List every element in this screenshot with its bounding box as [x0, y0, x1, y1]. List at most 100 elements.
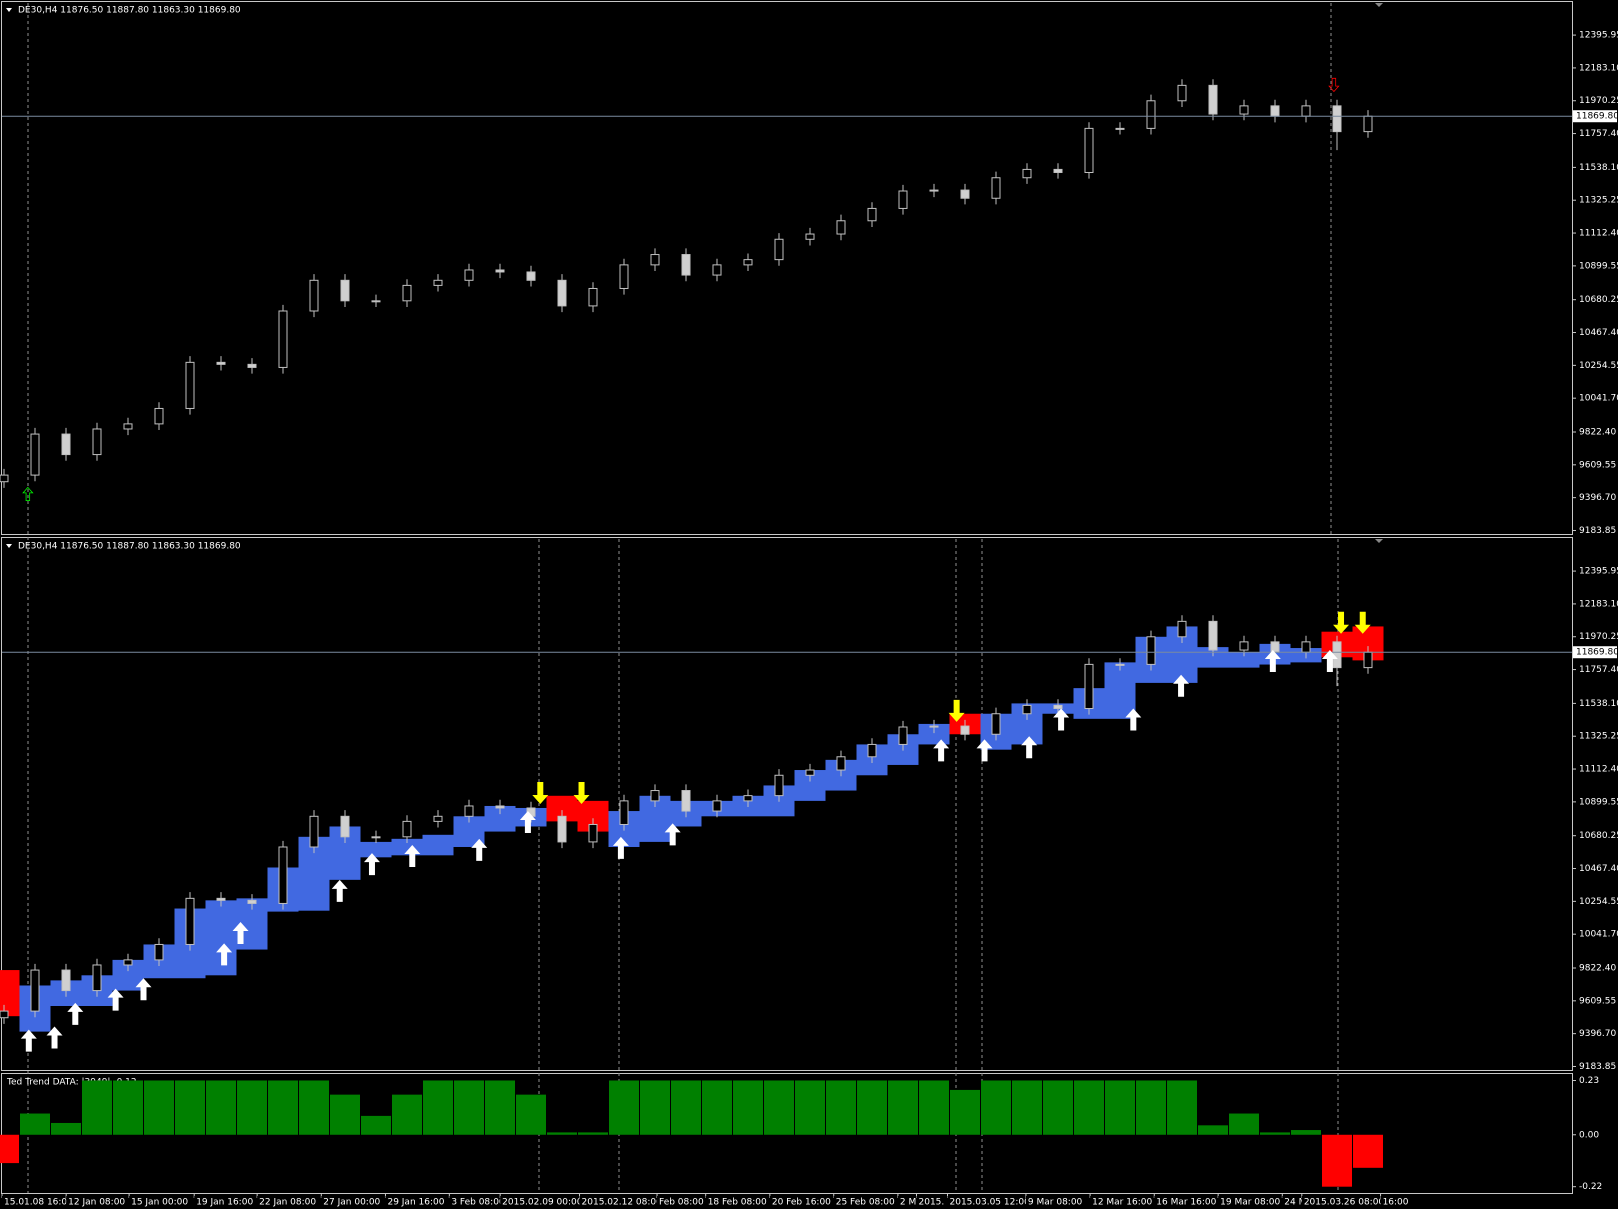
y-tick-label: -0.22: [1579, 1182, 1602, 1192]
y-tick-label: 11970.25: [1579, 96, 1618, 106]
y-tick-label: 10467.40: [1579, 328, 1618, 338]
y-tick-label: 11538.10: [1579, 699, 1618, 709]
candle-body: [867, 207, 877, 222]
candle-body: [1363, 651, 1373, 669]
histogram-bar: [237, 1080, 267, 1135]
x-tick-label: 12 Jan 08:00: [68, 1198, 125, 1208]
candle-body: [0, 474, 9, 483]
y-tick-label: 10041.70: [1579, 394, 1618, 404]
y-tick-label: 9609.55: [1579, 460, 1616, 470]
histogram-bar: [733, 1080, 763, 1135]
histogram-bar: [392, 1094, 422, 1135]
histogram-bar: [1167, 1080, 1197, 1135]
down-arrow: [1333, 611, 1350, 634]
candle-body: [1239, 641, 1249, 651]
up-arrow: [216, 943, 233, 966]
candle-body: [1115, 663, 1125, 666]
up-arrow: [1021, 736, 1038, 759]
y-tick-label: 10899.55: [1579, 261, 1618, 271]
up-arrow: [1053, 708, 1070, 731]
candle-body: [743, 795, 753, 802]
candle-body: [1332, 641, 1342, 669]
x-tick-bg: [579, 1196, 660, 1208]
histogram-bar: [0, 1134, 19, 1164]
up-arrow: [933, 739, 950, 762]
x-tick-bg: [1025, 1196, 1106, 1208]
histogram-bar: [82, 1080, 112, 1135]
candle-body: [557, 815, 567, 843]
histogram-bar: [1136, 1080, 1166, 1135]
candle-body: [619, 264, 629, 289]
candle-body: [1115, 127, 1125, 130]
candle-body: [495, 269, 505, 273]
candle-body: [216, 897, 226, 901]
candle-body: [464, 805, 474, 817]
candle-body: [960, 189, 970, 199]
up-arrow: [20, 1029, 37, 1052]
candle-body: [557, 279, 567, 307]
candle-body: [1022, 704, 1032, 715]
histogram-bar: [919, 1080, 949, 1135]
y-tick-label: 9396.70: [1579, 493, 1616, 503]
x-tick-bg: [257, 1196, 338, 1208]
candle-body: [526, 271, 536, 281]
candle-body: [154, 943, 164, 961]
x-tick-bg: [769, 1196, 850, 1208]
x-tick-bg: [1380, 1196, 1461, 1208]
histogram-bar: [1043, 1080, 1073, 1135]
candle-body: [340, 815, 350, 838]
histogram-bar: [175, 1080, 205, 1135]
last-price-label: 11869.80: [1576, 648, 1618, 658]
histogram-bar: [144, 1080, 174, 1135]
panel-frame: [1, 1, 1573, 535]
candle-body: [61, 433, 71, 456]
candle-body: [1270, 641, 1280, 653]
x-tick-bg: [833, 1196, 914, 1208]
up-arrow: [1125, 708, 1142, 731]
x-tick-label: 27 Jan 00:00: [323, 1198, 380, 1208]
candle-body: [898, 190, 908, 209]
x-tick-label: 20 Feb 16:00: [772, 1198, 831, 1208]
up-arrow: [1173, 674, 1190, 697]
candle-body: [712, 800, 722, 812]
y-tick-label: 10680.25: [1579, 831, 1618, 841]
candle-body: [309, 279, 319, 312]
candle-body: [619, 800, 629, 825]
candle-body: [464, 269, 474, 281]
histogram-bar: [361, 1115, 391, 1135]
x-tick-bg: [705, 1196, 786, 1208]
x-tick-label: 18 Feb 08:00: [708, 1198, 767, 1208]
down-arrow: [573, 781, 590, 804]
up-arrow: [331, 879, 348, 902]
y-tick-label: 12183.10: [1579, 599, 1618, 609]
histogram-bar: [454, 1080, 484, 1135]
x-tick-bg: [194, 1196, 275, 1208]
panel-frame: [1, 1073, 1573, 1194]
candle-body: [495, 805, 505, 809]
x-tick-label: 2015.: [919, 1198, 945, 1208]
x-tick-label: 9 Mar 08:00: [1028, 1198, 1083, 1208]
trend-band: [1228, 652, 1260, 668]
panel-menu-icon[interactable]: [6, 8, 12, 12]
x-tick-label: 19 Jan 16:00: [196, 1198, 253, 1208]
candle-body: [1363, 115, 1373, 133]
candle-body: [1208, 84, 1218, 115]
y-tick-label: 9396.70: [1579, 1029, 1616, 1039]
candle-body: [1084, 663, 1094, 709]
candle-body: [1239, 105, 1249, 115]
x-tick-label: 2015.03.26 08:00: [1304, 1198, 1385, 1208]
x-tick-label: 2015.02.12 08:00: [582, 1198, 663, 1208]
histogram-bar: [113, 1080, 143, 1135]
up-arrow: [1321, 650, 1338, 673]
x-tick-label: 3 Feb 08:00: [451, 1198, 505, 1208]
panel-menu-icon[interactable]: [6, 544, 12, 548]
down-arrow: [1354, 611, 1371, 634]
up-arrow: [46, 1026, 63, 1049]
x-tick-bg: [385, 1196, 466, 1208]
candle-body: [588, 823, 598, 843]
x-tick-label: 24 M: [1284, 1198, 1306, 1208]
candle-body: [1053, 168, 1063, 173]
histogram-bar: [1260, 1132, 1290, 1135]
histogram-bar: [826, 1080, 856, 1135]
